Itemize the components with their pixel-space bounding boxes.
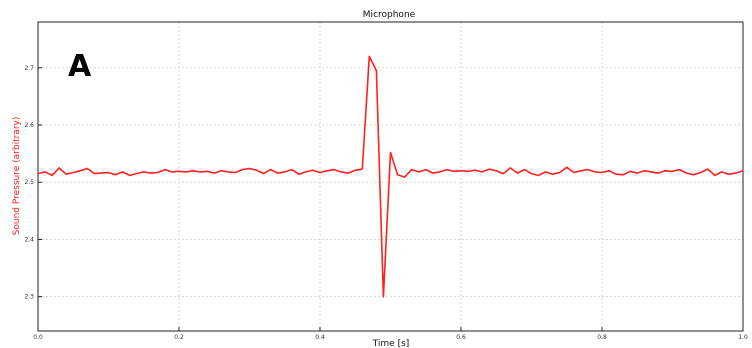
series-line: [37, 55, 744, 298]
y-tick-label: 2.5: [24, 179, 34, 186]
y-axis-label: Sound Pressure (arbitrary): [12, 117, 22, 236]
axis-ticks: 0.0 0.2 0.4 0.6 0.8 1.0 2.3 2.4 2.5 2.6 2.7: [24, 65, 747, 341]
panel-label: A: [68, 49, 92, 84]
chart-title: Microphone: [363, 10, 416, 20]
y-tick-label: 2.3: [24, 294, 34, 301]
y-tick-label: 2.7: [24, 65, 34, 72]
x-tick-label: 0.4: [315, 334, 325, 341]
x-tick-label: 0.2: [174, 334, 184, 341]
y-tick-label: 2.6: [24, 122, 34, 129]
x-tick-label: 0.0: [33, 334, 43, 341]
x-tick-label: 0.8: [597, 334, 607, 341]
x-tick-label: 0.6: [456, 334, 466, 341]
grid-lines: [37, 22, 744, 331]
series-layer: [37, 55, 744, 298]
x-tick-label: 1.0: [738, 334, 748, 341]
y-tick-label: 2.4: [24, 236, 34, 243]
x-axis-label: Time [s]: [372, 339, 410, 348]
plot-frame: [37, 21, 744, 332]
